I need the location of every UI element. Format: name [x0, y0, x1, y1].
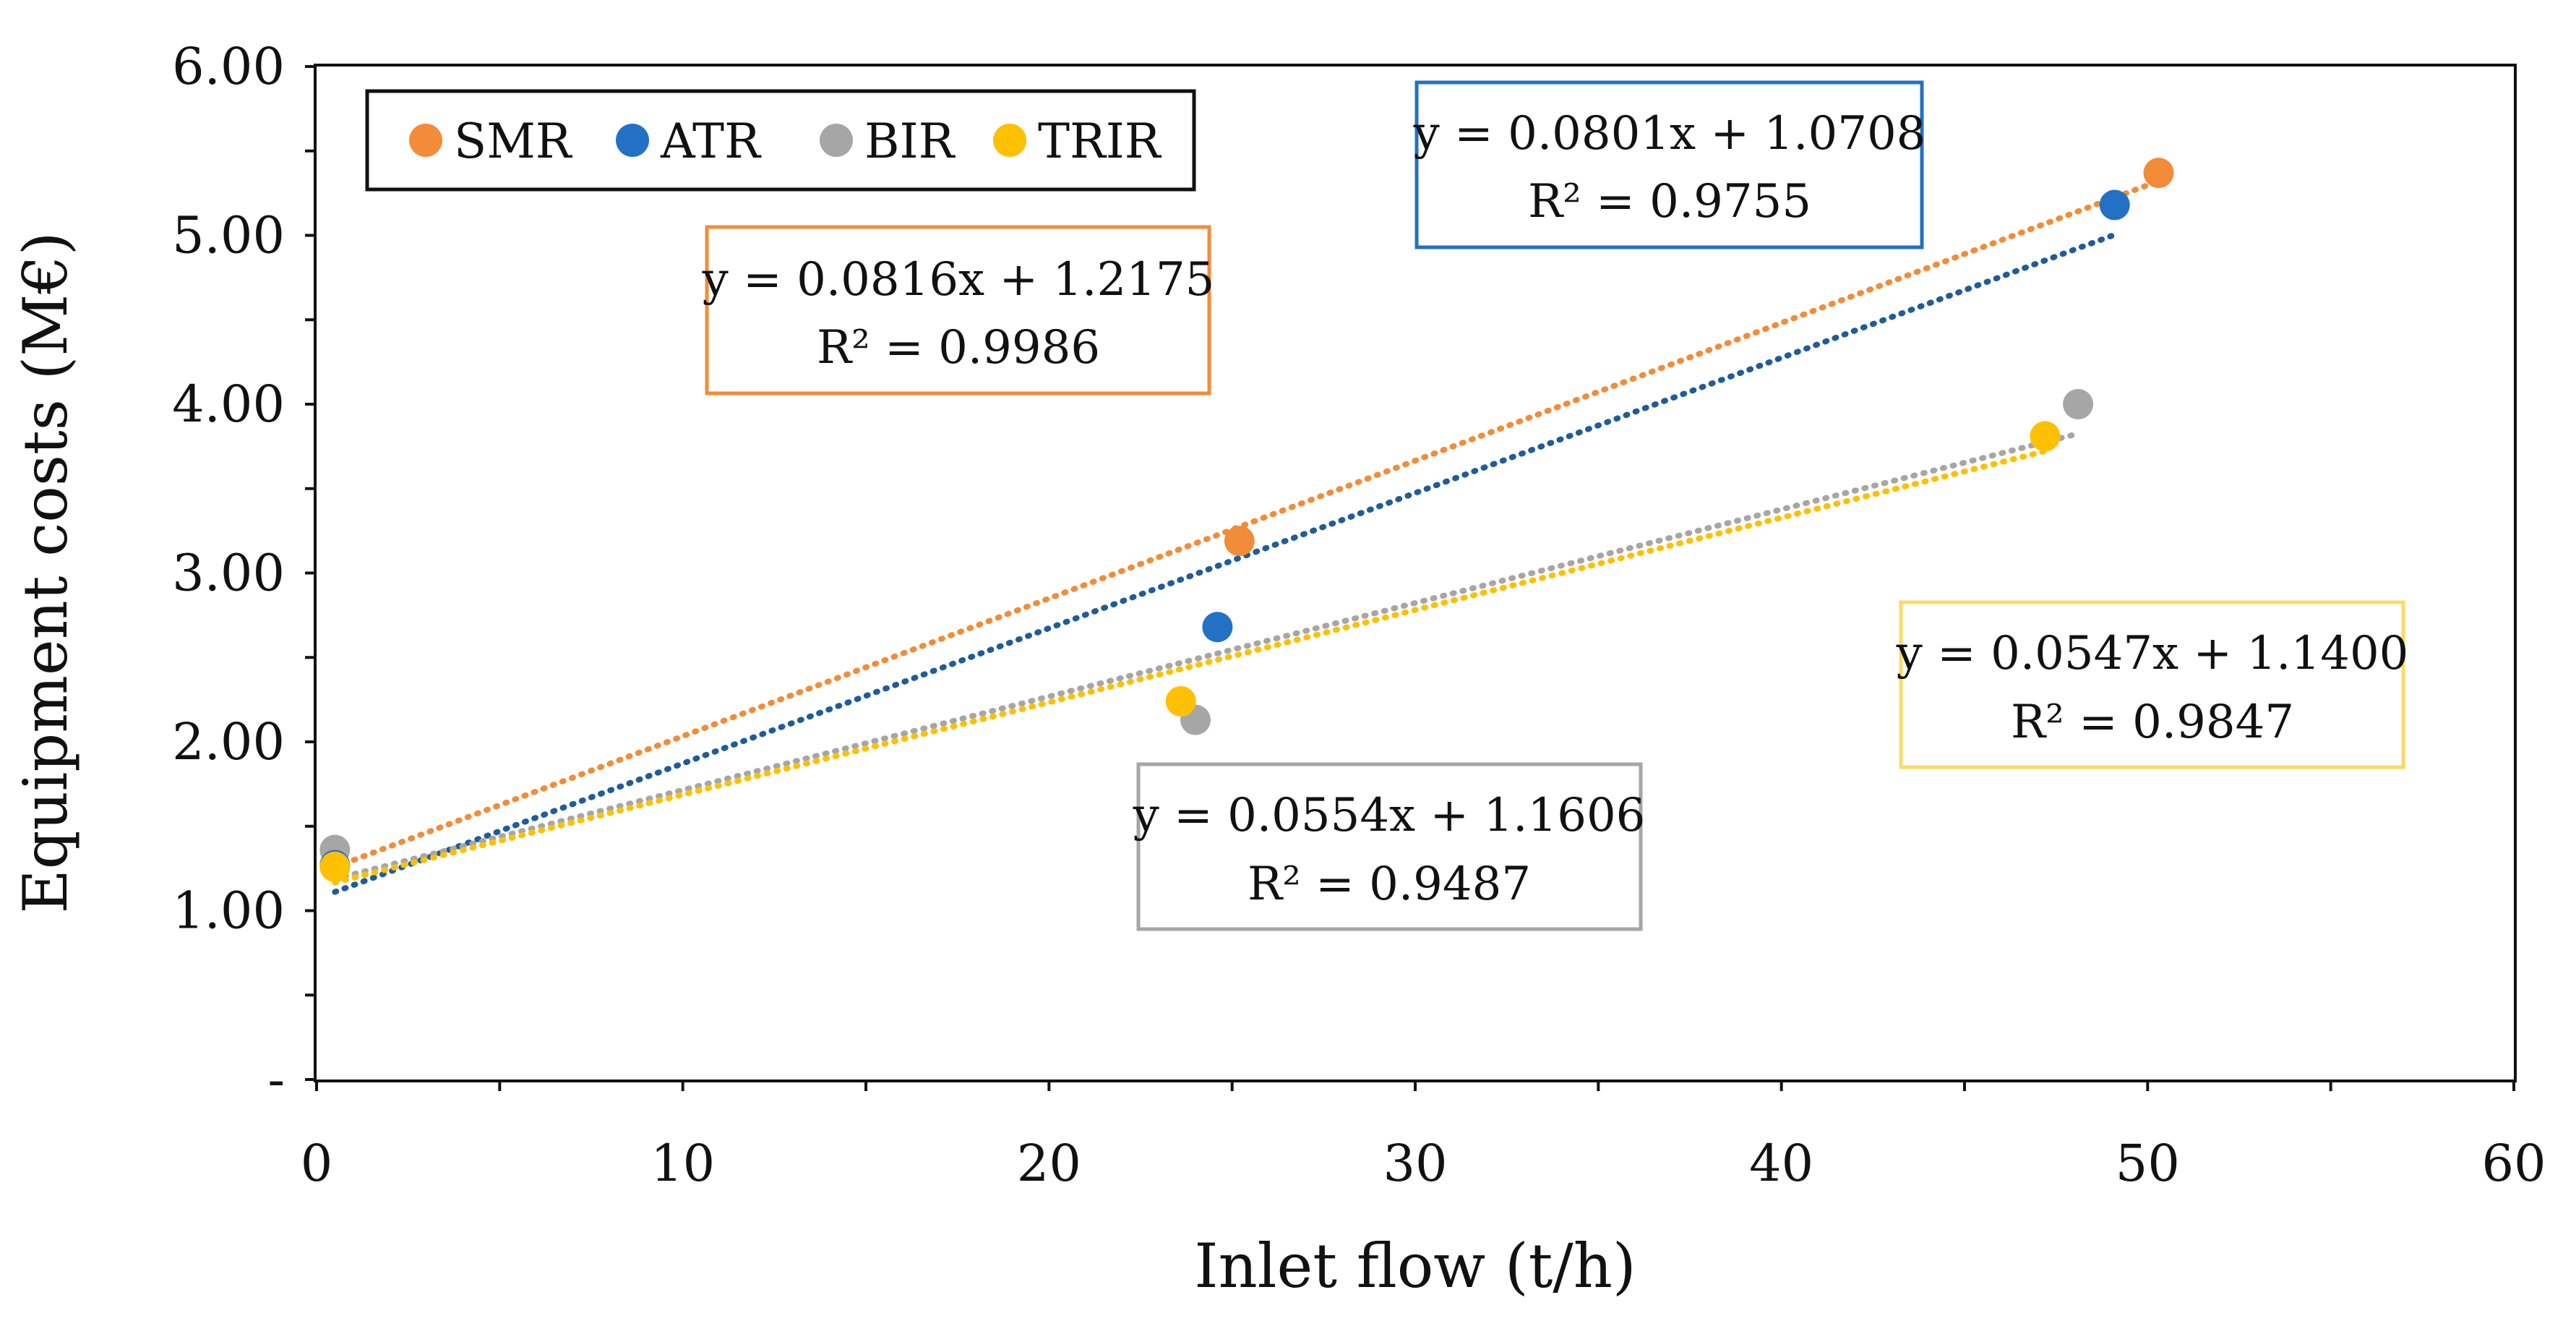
legend-marker-trir	[993, 124, 1026, 157]
legend-label-atr: ATR	[660, 114, 762, 169]
r2-trir: R² = 0.9847	[2011, 696, 2294, 749]
data-point-bir	[2063, 389, 2094, 419]
equation-box-bir: y = 0.0554x + 1.1606 R² = 0.9487	[1133, 762, 1646, 931]
trendline-smr	[332, 178, 2162, 871]
y-axis-label: Equipment costs (M€)	[10, 231, 81, 913]
x-tick-label: 40	[1749, 1134, 1813, 1193]
equation-bir: y = 0.0554x + 1.1606	[1133, 789, 1646, 842]
legend-box	[365, 89, 1196, 192]
legend: SMR ATR BIR TRIR	[365, 89, 1196, 192]
trendlines	[332, 178, 2162, 895]
legend-label-bir: BIR	[864, 114, 956, 169]
data-point-smr	[1224, 526, 1255, 557]
r2-bir: R² = 0.9487	[1248, 858, 1531, 911]
axis-ticks: 0 10 20 30 40 50 60 - 1.00 2.00 3.00 4.00 5.00 6.00	[172, 37, 2546, 1193]
x-tick-label: 30	[1383, 1134, 1447, 1193]
x-tick-label: 10	[651, 1134, 715, 1193]
legend-marker-atr	[616, 124, 649, 157]
r2-atr: R² = 0.9755	[1528, 175, 1811, 228]
data-point-atr	[1202, 612, 1233, 643]
equation-trir: y = 0.0547x + 1.1400	[1896, 627, 2409, 680]
y-tick-label: 3.00	[172, 544, 285, 603]
y-tick-label: 1.00	[172, 881, 285, 941]
x-tick-label: 0	[301, 1134, 333, 1193]
y-tick-label: 2.00	[172, 712, 285, 771]
x-tick-label: 60	[2481, 1134, 2546, 1193]
x-tick-label: 20	[1017, 1134, 1081, 1193]
data-point-atr	[2099, 189, 2130, 221]
x-tick-label: 50	[2116, 1134, 2180, 1193]
data-point-trir	[1165, 685, 1196, 717]
trendline-bir	[332, 430, 2082, 882]
trendline-atr	[332, 231, 2118, 895]
legend-label-trir: TRIR	[1038, 114, 1162, 169]
trendline-trir	[332, 448, 2048, 886]
equation-atr: y = 0.0801x + 1.0708	[1413, 107, 1926, 161]
r2-smr: R² = 0.9986	[817, 321, 1100, 375]
equation-box-trir: y = 0.0547x + 1.1400 R² = 0.9847	[1896, 600, 2409, 769]
data-point-trir	[2030, 421, 2061, 452]
equation-box-atr: y = 0.0801x + 1.0708 R² = 0.9755	[1413, 80, 1926, 249]
data-point-trir	[319, 851, 351, 882]
y-tick-label: 6.00	[172, 37, 285, 96]
y-tick-label: 5.00	[172, 206, 285, 265]
y-tick-label: -	[267, 1050, 285, 1109]
legend-label-smr: SMR	[454, 114, 573, 169]
equation-smr: y = 0.0816x + 1.2175	[702, 253, 1215, 307]
data-point-smr	[2143, 158, 2174, 189]
equation-box-smr: y = 0.0816x + 1.2175 R² = 0.9986	[702, 225, 1215, 396]
data-points	[319, 158, 2174, 882]
y-tick-label: 4.00	[172, 375, 285, 434]
x-axis-label: Inlet flow (t/h)	[1194, 1231, 1636, 1301]
legend-marker-bir	[820, 124, 853, 157]
legend-marker-smr	[409, 124, 442, 157]
